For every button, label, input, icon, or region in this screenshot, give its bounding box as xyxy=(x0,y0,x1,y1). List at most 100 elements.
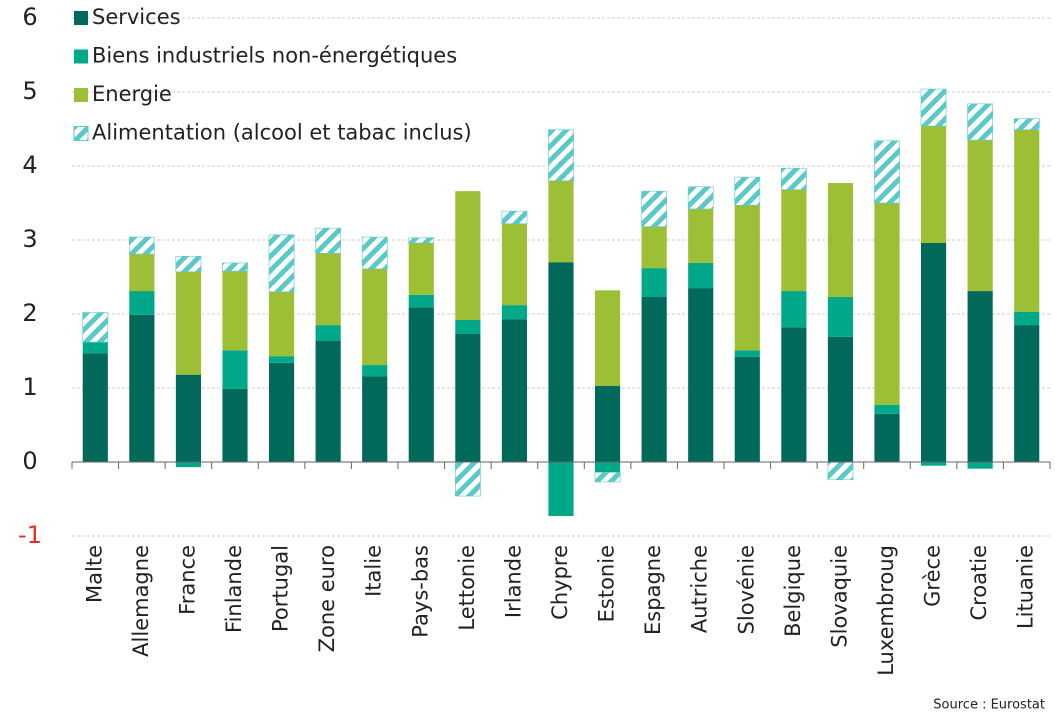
bar-segment xyxy=(920,462,947,466)
bar-segment xyxy=(408,294,434,308)
bar-segment xyxy=(734,205,760,351)
bar-segment xyxy=(781,291,807,328)
bar-segment xyxy=(268,234,295,293)
bar-segment xyxy=(548,180,574,263)
bar-segment xyxy=(408,307,434,462)
y-tick-label: 2 xyxy=(22,299,37,327)
bar-segment xyxy=(175,271,202,375)
y-tick-label: -1 xyxy=(18,521,42,549)
bar-segment xyxy=(827,183,854,297)
bar-segment xyxy=(222,262,248,272)
bar-segment xyxy=(734,356,760,462)
bar-segment xyxy=(874,203,900,406)
bar-segment xyxy=(175,462,202,468)
bar-segment xyxy=(129,291,155,315)
x-tick-label: France xyxy=(175,545,199,615)
bar-segment xyxy=(594,290,621,386)
legend-swatch xyxy=(74,88,88,102)
bar-segment xyxy=(827,461,854,481)
x-tick-label: Allemagne xyxy=(129,545,153,657)
bar-segment xyxy=(315,340,341,462)
bar-segment xyxy=(641,226,667,269)
x-tick-label: Portugal xyxy=(269,545,293,632)
bar-segment xyxy=(408,237,435,244)
legend-label: Energie xyxy=(92,82,172,106)
x-tick-label: Espagne xyxy=(641,545,665,635)
x-tick-label: Chypre xyxy=(548,545,572,620)
bar-segment xyxy=(454,461,481,497)
legend-swatch xyxy=(73,126,89,141)
x-tick-label: Estonie xyxy=(595,545,619,622)
bar-segment xyxy=(688,208,714,263)
bar-segment xyxy=(361,236,388,270)
bar-segment xyxy=(827,296,854,337)
bar-segment xyxy=(641,190,668,227)
y-tick-label: 1 xyxy=(22,373,37,401)
bar-segment xyxy=(455,333,481,462)
bar-segment xyxy=(594,462,621,473)
bar-segment xyxy=(455,319,481,334)
bar-segment xyxy=(967,291,993,462)
bar-segment xyxy=(920,242,947,462)
x-tick-label: Zone euro xyxy=(315,545,339,652)
bar-segment xyxy=(594,472,621,483)
legend-label: Alimentation (alcool et tabac inclus) xyxy=(92,121,472,145)
y-tick-label: 6 xyxy=(22,3,37,31)
bar-segment xyxy=(781,189,807,292)
x-tick-label: Belgique xyxy=(781,545,805,637)
bar-segment xyxy=(268,362,295,462)
bar-segment xyxy=(688,262,714,289)
bar-segment xyxy=(827,336,854,462)
x-tick-label: Pays-bas xyxy=(408,545,432,638)
x-tick-label: Autriche xyxy=(688,545,712,633)
y-tick-label: 5 xyxy=(22,77,37,105)
bar-segment xyxy=(874,140,900,204)
bar-segment xyxy=(362,376,388,462)
bar-segment xyxy=(501,319,528,462)
bar-segment xyxy=(781,327,807,462)
bar-segment xyxy=(362,365,388,377)
x-tick-label: Luxembroug xyxy=(874,545,898,676)
bar-segment xyxy=(222,350,248,389)
y-tick-label: 0 xyxy=(22,447,37,475)
legend-label: Biens industriels non-énergétiques xyxy=(92,44,457,68)
bar-segment xyxy=(641,268,667,297)
bar-segment xyxy=(548,129,574,182)
x-tick-label: Lettonie xyxy=(455,545,479,631)
bar-segment xyxy=(268,356,295,363)
bar-segment xyxy=(734,176,761,206)
bar-segment xyxy=(967,140,993,292)
bar-segment xyxy=(315,253,341,326)
bar-segment xyxy=(128,236,155,255)
x-tick-label: Grèce xyxy=(921,545,945,607)
bar-segment xyxy=(780,167,807,190)
bar-segment xyxy=(315,325,341,341)
bar-segment xyxy=(920,88,947,127)
x-tick-label: Croatie xyxy=(967,545,991,621)
x-tick-label: Irlande xyxy=(501,545,525,618)
bar-segment xyxy=(82,342,108,354)
bar-segment xyxy=(967,462,993,469)
x-tick-label: Italie xyxy=(362,545,386,597)
bar-segment xyxy=(920,126,947,243)
bar-segment xyxy=(501,305,528,320)
bar-segment xyxy=(129,314,155,462)
bar-segment xyxy=(687,186,714,210)
bar-segment xyxy=(548,262,574,462)
bar-segment xyxy=(688,288,714,462)
bar-segment xyxy=(268,291,295,357)
bar-segment xyxy=(129,254,155,292)
bar-segment xyxy=(175,255,202,273)
bar-segment xyxy=(967,103,994,141)
x-tick-label: Slovaquie xyxy=(827,545,851,648)
bar-segment xyxy=(1014,129,1040,312)
y-tick-label: 3 xyxy=(22,225,37,253)
bar-segment xyxy=(362,268,388,366)
bar-segment xyxy=(175,374,202,462)
legend-swatch xyxy=(74,49,88,64)
x-tick-label: Slovénie xyxy=(734,545,758,634)
bar-segment xyxy=(82,312,109,343)
bar-segment xyxy=(222,388,248,462)
bar-segment xyxy=(501,223,528,306)
legend-swatch xyxy=(74,11,88,25)
